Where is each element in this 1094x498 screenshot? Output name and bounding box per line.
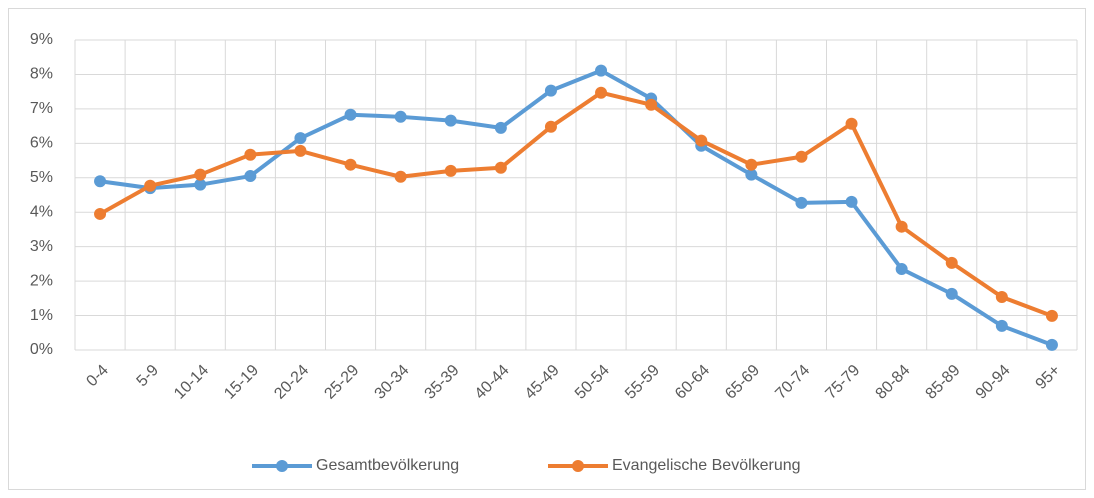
marker (144, 179, 157, 192)
marker (895, 263, 908, 276)
legend-label: Evangelische Bevölkerung (612, 457, 801, 474)
marker (94, 175, 107, 188)
marker (294, 132, 307, 145)
marker (294, 144, 307, 157)
marker (494, 121, 507, 134)
y-tick-label: 0% (30, 341, 53, 358)
marker (1045, 338, 1058, 351)
marker (745, 168, 758, 181)
plot (94, 64, 1058, 351)
marker (194, 178, 207, 191)
marker (394, 110, 407, 123)
y-tick-label: 2% (30, 272, 53, 289)
marker (344, 158, 357, 171)
marker (645, 98, 658, 111)
y-tick-label: 9% (30, 31, 53, 48)
marker (394, 170, 407, 183)
marker (494, 161, 507, 174)
y-tick-label: 7% (30, 100, 53, 117)
y-tick-label: 8% (30, 66, 53, 83)
marker (595, 86, 608, 99)
marker (795, 196, 808, 209)
chart-border (8, 8, 1086, 490)
marker (244, 148, 257, 161)
marker (544, 120, 557, 133)
y-tick-label: 1% (30, 307, 53, 324)
marker (444, 164, 457, 177)
series-line (99, 68, 1053, 347)
series-line (99, 90, 1053, 318)
marker (244, 170, 257, 183)
marker (1045, 309, 1058, 322)
marker (995, 290, 1008, 303)
y-tick-label: 5% (30, 169, 53, 186)
grid (74, 39, 1078, 351)
marker (845, 117, 858, 130)
y-tick-label: 4% (30, 203, 53, 220)
marker (194, 168, 207, 181)
marker (945, 287, 958, 300)
marker (945, 256, 958, 269)
marker (444, 114, 457, 127)
legend-marker (276, 460, 288, 472)
y-tick-label: 6% (30, 135, 53, 152)
marker (544, 84, 557, 97)
marker (695, 134, 708, 147)
legend-label: Gesamtbevölkerung (316, 457, 459, 474)
marker (595, 64, 608, 77)
marker (745, 158, 758, 171)
marker (795, 150, 808, 163)
marker (895, 220, 908, 233)
marker (94, 207, 107, 220)
marker (845, 195, 858, 208)
y-tick-label: 3% (30, 238, 53, 255)
marker (344, 108, 357, 121)
legend-marker (572, 460, 584, 472)
marker (995, 319, 1008, 332)
